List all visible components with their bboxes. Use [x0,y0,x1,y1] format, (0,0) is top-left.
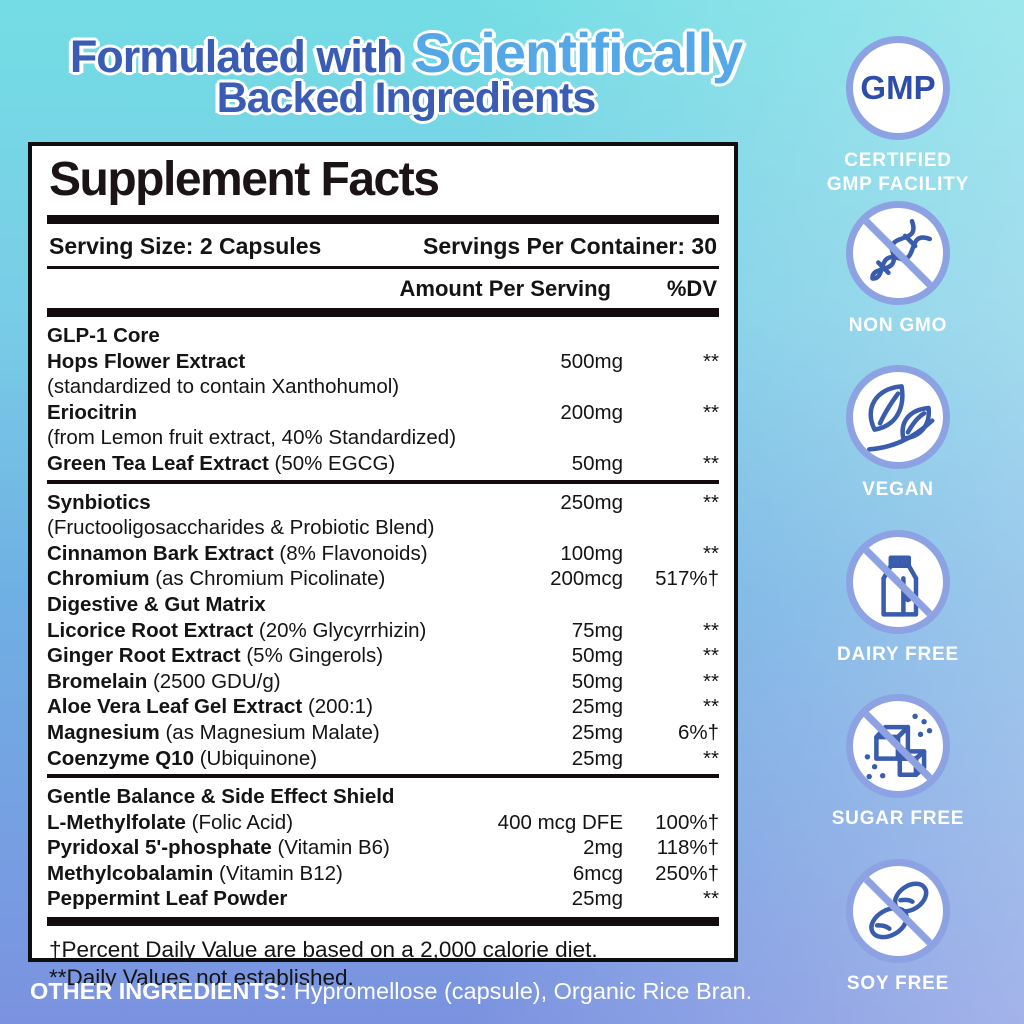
table-row-note: (standardized to contain Xanthohumol) [47,375,400,399]
badge-label: DAIRY FREE [836,643,960,665]
serving-size: Serving Size: 2 Capsules [49,233,322,259]
divider-thick [47,215,719,224]
headline: Formulated with Scientifically Backed In… [6,24,806,121]
table-row-note: (Fructooligosaccharides & Probiotic Blen… [47,516,435,540]
divider-thick [47,308,719,317]
sugar-cubes-crossed-icon [859,707,937,785]
divider-medium [47,774,719,779]
section-header-row: GLP-1 Core [47,324,160,347]
leaves-icon [866,384,935,452]
table-row: Peppermint Leaf Powder 25mg ** [47,887,719,911]
table-row-note: (from Lemon fruit extract, 40% Standardi… [47,426,457,450]
badge-vegan: VEGAN [846,365,950,530]
dna-crossed-icon [859,213,937,292]
table-row: L-Methylfolate (Folic Acid) 400 mcg DFE 10… [47,810,719,834]
other-ingredients-label: OTHER INGREDIENTS: [30,978,288,1004]
badge-label: VEGAN [862,479,934,500]
badge-non-gmo: NON GMO [846,200,950,366]
table-header-row: Amount Per Serving %DV [47,274,719,306]
serving-info-row: Serving Size: 2 Capsules Servings Per Co… [47,230,719,262]
divider-medium [47,479,719,484]
badge-dairy-free: DAIRY FREE [836,529,960,695]
table-row: Pyridoxal 5'-phosphate (Vitamin B6) 2mg 11… [47,836,719,860]
supplement-facts-title: Supplement Facts [49,153,440,206]
headline-text-dark: Formulated with [69,31,414,82]
badge-label: SUGAR FREE [831,808,965,829]
table-row: Coenzyme Q10 (Ubiquinone) 25mg ** [47,746,719,770]
badge-gmp: GMP CERTIFIED GMP FACILITY [820,36,976,201]
badge-soy-free: SOY FREE [846,858,950,1024]
table-row: Aloe Vera Leaf Gel Extract (200:1) 25mg ** [47,695,719,719]
badge-label: SOY FREE [846,972,950,994]
footnote-not-established: **Daily Values not established. [49,965,354,991]
other-ingredients-text: Hypromellose (capsule), Organic Rice Bra… [287,978,753,1004]
headline-line1: Formulated with Scientifically [6,24,806,81]
headline-text-light: Scientifically [413,21,743,84]
column-header-dv: %DV [666,276,717,301]
table-row: Licorice Root Extract (20% Glycyrrhizin)… [47,618,719,642]
table-row: Methylcobalamin (Vitamin B12) 6mcg 250%† [47,861,719,885]
column-header-amount: Amount Per Serving [399,276,611,301]
other-ingredients: OTHER INGREDIENTS: Hypromellose (capsule… [30,978,770,1005]
table-row: Synbiotics 250mg ** [47,490,719,514]
table-row: Bromelain (2500 GDU/g) 50mg ** [47,669,719,693]
badge-label: CERTIFIED GMP FACILITY [826,150,970,195]
gmp-circle-text: GMP [860,69,936,106]
section-header-row: Digestive & Gut Matrix [47,592,266,616]
servings-per-container: Servings Per Container: 30 [423,233,717,259]
table-row: Eriocitrin 200mg ** [47,400,719,424]
table-row: Chromium (as Chromium Picolinate) 200mcg 5… [47,567,719,591]
headline-line2: Backed Ingredients [216,74,597,123]
table-row: Ginger Root Extract (5% Gingerols) 50mg ** [47,644,719,668]
certification-badges: GMP CERTIFIED GMP FACILITY NON GMO [820,36,976,1023]
table-row: Hops Flower Extract 500mg ** [47,349,719,373]
divider-thin [47,266,719,269]
divider-thick [47,917,719,927]
milk-carton-crossed-icon [859,542,937,621]
table-row: Cinnamon Bark Extract (8% Flavonoids) 100… [47,541,719,565]
section-header-row: Gentle Balance & Side Effect Shield [47,785,395,809]
badge-sugar-free: SUGAR FREE [832,694,965,859]
badge-label: NON GMO [848,314,948,336]
footnote-daily-value: †Percent Daily Value are based on a 2,00… [49,937,598,963]
supplement-facts-panel: Supplement Facts Serving Size: 2 Capsule… [28,142,738,990]
soybeans-crossed-icon [859,871,937,950]
table-row: Magnesium (as Magnesium Malate) 25mg 6%† [47,720,719,744]
gmp-seal-icon: GMP [846,36,950,140]
footnotes: †Percent Daily Value are based on a 2,00… [47,932,719,996]
table-row: Green Tea Leaf Extract (50% EGCG) 50mg ** [47,451,719,475]
ingredient-table: GLP-1 Core Hops Flower Extract 500mg ** (s… [47,323,719,912]
